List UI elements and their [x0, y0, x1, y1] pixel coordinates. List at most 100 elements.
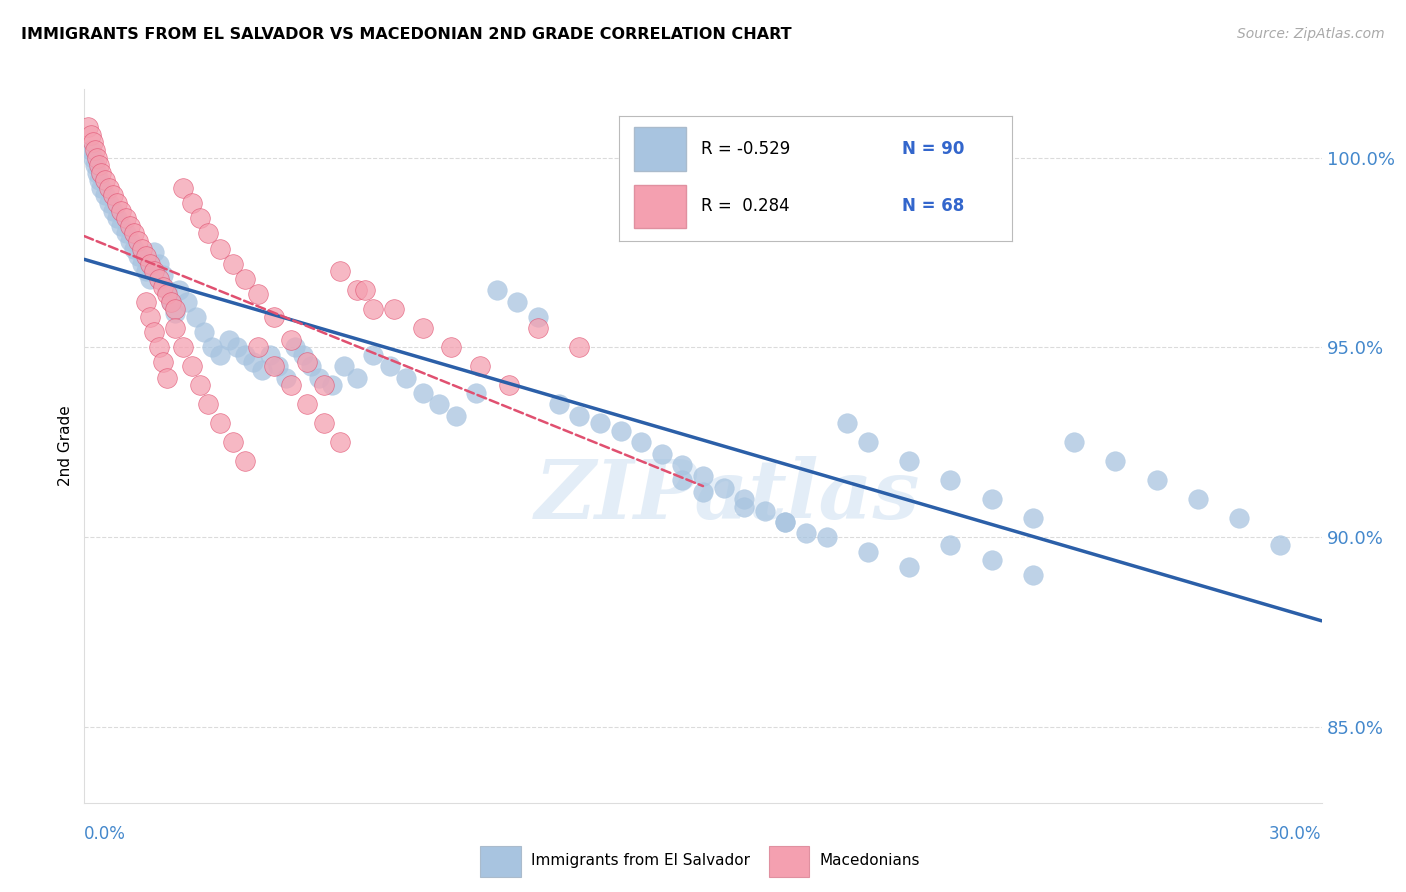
Point	[218, 333, 240, 347]
Point	[291, 348, 314, 362]
Point	[630, 435, 652, 450]
Point	[280, 333, 302, 347]
Point	[118, 234, 141, 248]
Point	[98, 196, 121, 211]
Point	[197, 227, 219, 241]
Point	[172, 181, 194, 195]
Point	[692, 469, 714, 483]
Point	[165, 321, 187, 335]
Point	[165, 306, 187, 320]
Point	[353, 284, 375, 298]
Point	[308, 370, 330, 384]
Text: 30.0%: 30.0%	[1270, 825, 1322, 843]
Point	[226, 340, 249, 354]
Point	[152, 279, 174, 293]
Point	[167, 284, 190, 298]
Text: N = 90: N = 90	[903, 140, 965, 158]
Point	[427, 397, 450, 411]
Text: 0.0%: 0.0%	[84, 825, 127, 843]
Point	[733, 500, 755, 514]
Point	[1146, 473, 1168, 487]
Point	[156, 284, 179, 298]
Point	[233, 348, 256, 362]
Point	[346, 284, 368, 298]
Point	[86, 166, 108, 180]
Point	[1022, 568, 1045, 582]
Point	[94, 173, 117, 187]
Point	[79, 143, 101, 157]
Point	[671, 473, 693, 487]
Point	[160, 294, 183, 309]
Point	[465, 385, 488, 400]
Text: R =  0.284: R = 0.284	[702, 197, 790, 216]
Point	[346, 370, 368, 384]
Point	[180, 359, 202, 374]
Point	[135, 264, 157, 278]
Point	[498, 378, 520, 392]
Point	[1187, 492, 1209, 507]
Point	[180, 196, 202, 211]
Point	[898, 560, 921, 574]
Point	[651, 447, 673, 461]
Point	[118, 219, 141, 233]
Point	[470, 359, 492, 374]
Point	[1227, 511, 1250, 525]
Point	[139, 257, 162, 271]
Point	[172, 340, 194, 354]
Point	[1063, 435, 1085, 450]
Point	[246, 340, 269, 354]
Point	[139, 272, 162, 286]
Point	[284, 340, 307, 354]
Point	[280, 378, 302, 392]
Point	[568, 340, 591, 354]
Point	[295, 397, 318, 411]
Point	[382, 302, 405, 317]
Point	[547, 397, 569, 411]
Point	[856, 545, 879, 559]
Point	[440, 340, 463, 354]
Point	[135, 249, 157, 263]
Point	[444, 409, 467, 423]
Point	[312, 416, 335, 430]
Point	[412, 385, 434, 400]
Point	[110, 219, 132, 233]
Point	[156, 370, 179, 384]
Point	[980, 553, 1002, 567]
Point	[609, 424, 631, 438]
Point	[105, 211, 128, 226]
Point	[898, 454, 921, 468]
Point	[188, 378, 211, 392]
Point	[299, 359, 322, 374]
Point	[184, 310, 207, 324]
Text: N = 68: N = 68	[903, 197, 965, 216]
Point	[1270, 538, 1292, 552]
Point	[188, 211, 211, 226]
Point	[83, 158, 105, 172]
Point	[131, 242, 153, 256]
Point	[263, 359, 285, 374]
Point	[222, 435, 245, 450]
Point	[90, 181, 112, 195]
Point	[267, 359, 290, 374]
Point	[233, 272, 256, 286]
Point	[209, 348, 232, 362]
Point	[148, 340, 170, 354]
Point	[333, 359, 356, 374]
Point	[152, 268, 174, 283]
Point	[485, 284, 508, 298]
Point	[794, 526, 817, 541]
Point	[671, 458, 693, 472]
Point	[82, 136, 104, 150]
Text: IMMIGRANTS FROM EL SALVADOR VS MACEDONIAN 2ND GRADE CORRELATION CHART: IMMIGRANTS FROM EL SALVADOR VS MACEDONIA…	[21, 27, 792, 42]
Point	[259, 348, 281, 362]
Point	[165, 302, 187, 317]
Point	[143, 325, 166, 339]
Point	[939, 538, 962, 552]
Point	[79, 128, 101, 142]
Point	[856, 435, 879, 450]
Point	[250, 363, 273, 377]
FancyBboxPatch shape	[634, 185, 686, 228]
Point	[83, 143, 105, 157]
Point	[197, 397, 219, 411]
Point	[201, 340, 224, 354]
